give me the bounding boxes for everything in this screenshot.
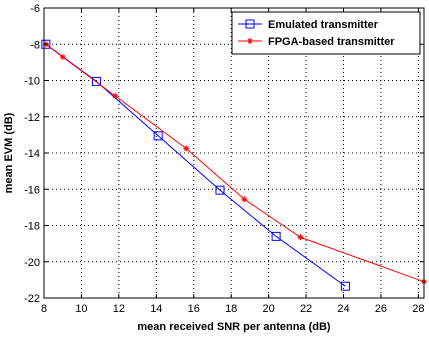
data-point xyxy=(271,231,281,241)
x-tick-label: 14 xyxy=(150,303,162,315)
x-tick-label: 8 xyxy=(41,303,47,315)
y-tick-label: -22 xyxy=(24,293,40,305)
data-point xyxy=(59,53,66,60)
legend-label: Emulated transmitter xyxy=(268,19,379,31)
x-tick-label: 20 xyxy=(263,303,275,315)
x-tick-label: 12 xyxy=(113,303,125,315)
y-tick-label: -12 xyxy=(24,112,40,124)
y-tick-label: -18 xyxy=(24,221,40,233)
x-tick-label: 24 xyxy=(337,303,349,315)
y-tick-label: -20 xyxy=(24,257,40,269)
legend-entry: FPGA-based transmitter xyxy=(238,36,395,48)
data-point xyxy=(340,281,350,291)
legend-marker xyxy=(245,19,255,29)
y-tick-label: -14 xyxy=(24,148,40,160)
data-point xyxy=(112,92,119,99)
data-point xyxy=(153,131,163,141)
y-tick-label: -10 xyxy=(24,76,40,88)
y-tick-label: -8 xyxy=(30,39,40,51)
y-tick-label: -6 xyxy=(30,3,40,15)
x-tick-label: 18 xyxy=(225,303,237,315)
x-tick-label: 28 xyxy=(412,303,424,315)
x-axis-label: mean received SNR per antenna (dB) xyxy=(137,321,331,333)
x-tick-label: 10 xyxy=(75,303,87,315)
y-axis-label: mean EVM (dB) xyxy=(3,112,15,193)
data-point xyxy=(91,76,101,86)
data-point xyxy=(215,185,225,195)
legend-label: FPGA-based transmitter xyxy=(268,36,395,48)
data-point xyxy=(297,234,304,241)
x-tick-label: 16 xyxy=(188,303,200,315)
series-layer xyxy=(41,39,427,291)
data-point xyxy=(241,196,248,203)
y-tick-label: -16 xyxy=(24,184,40,196)
ticks: 8 10 12 14 16 18 20 22 24 26 28 -6 -8 -10 -12 -14 -16 -18… xyxy=(24,3,424,315)
x-tick-label: 22 xyxy=(300,303,312,315)
legend-marker xyxy=(247,38,253,44)
x-tick-label: 26 xyxy=(375,303,387,315)
legend-box xyxy=(231,11,421,55)
legend: Emulated transmitter FPGA-based transmitt… xyxy=(231,11,421,55)
legend-entry: Emulated transmitter xyxy=(238,19,379,31)
data-point xyxy=(183,145,190,152)
data-point xyxy=(41,39,51,49)
